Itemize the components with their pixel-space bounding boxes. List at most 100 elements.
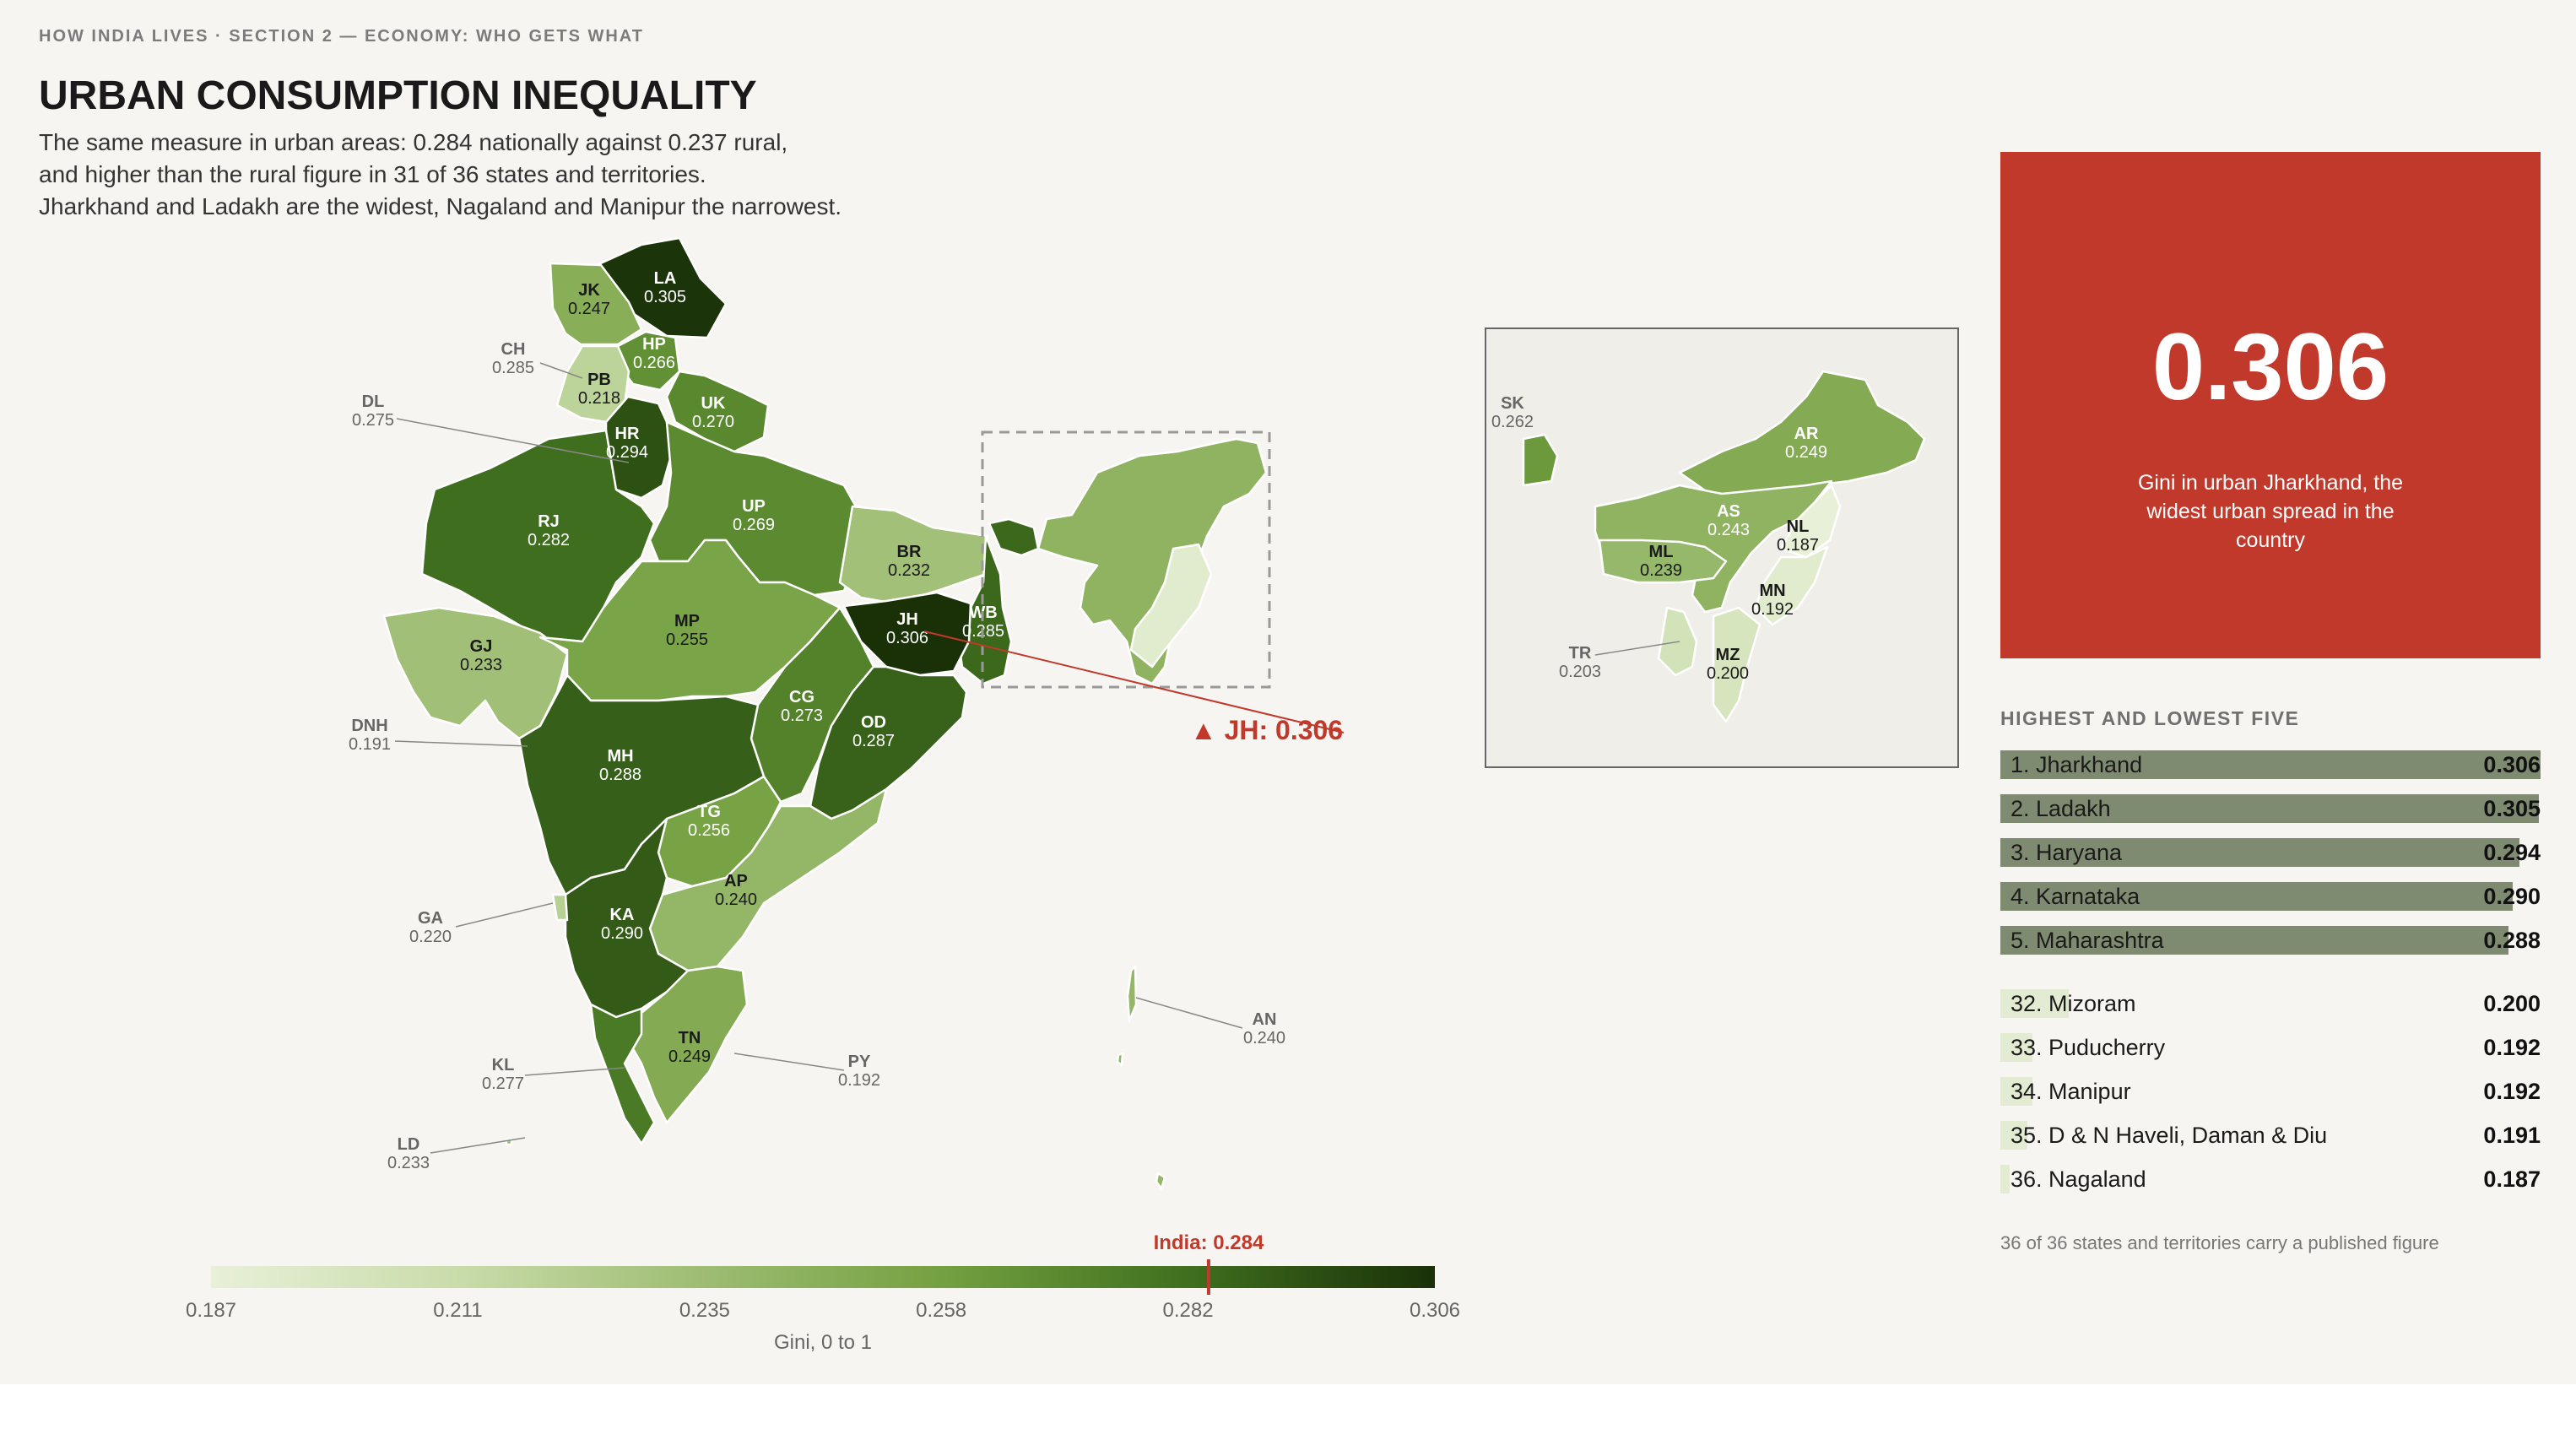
ranking-label: 35. D & N Haveli, Daman & Diu <box>2010 1123 2328 1148</box>
ranking-row: 34. Manipur 0.192 <box>2000 1077 2541 1106</box>
ranking-label: 4. Karnataka <box>2010 884 2140 909</box>
region-jk[interactable] <box>549 262 643 346</box>
ranking-value: 0.191 <box>2483 1123 2541 1148</box>
state-code-ka: KA <box>610 906 635 924</box>
state-value-up: 0.269 <box>733 516 775 534</box>
leader-kl <box>524 1067 625 1076</box>
region-br[interactable] <box>838 505 989 605</box>
region-uk[interactable] <box>665 370 770 453</box>
ranking-label: 3. Haryana <box>2010 840 2123 865</box>
region-an[interactable] <box>1155 1172 1166 1190</box>
ranking-label: 1. Jharkhand <box>2010 752 2143 777</box>
legend-tick: 0.235 <box>679 1299 730 1322</box>
ranking-value: 0.290 <box>2483 884 2541 909</box>
state-value-rj: 0.282 <box>528 531 570 549</box>
kpi-caption: Gini in urban Jharkhand, the widest urba… <box>2137 471 2404 552</box>
state-code-jk: JK <box>578 281 600 300</box>
leader-an <box>1135 997 1243 1029</box>
subtitle-line: and higher than the rural figure in 31 o… <box>39 161 706 187</box>
state-value-hr: 0.294 <box>606 443 648 462</box>
ranking-row: 33. Puducherry 0.192 <box>2000 1033 2541 1062</box>
leader-dnh <box>394 740 528 747</box>
ranking-label: 36. Nagaland <box>2010 1166 2146 1192</box>
state-code-ga: GA <box>418 909 443 928</box>
region-as[interactable] <box>1036 437 1268 685</box>
legend-tick: 0.187 <box>186 1299 236 1322</box>
region-wb[interactable] <box>988 517 1040 557</box>
state-code-br: BR <box>897 543 922 561</box>
state-code-pb: PB <box>587 371 611 389</box>
ranking-bar <box>2000 838 2519 867</box>
ranking-row: 36. Nagaland 0.187 <box>2000 1165 2541 1193</box>
ranking-label: 33. Puducherry <box>2010 1035 2166 1060</box>
inset-value-ml: 0.239 <box>1640 561 1682 580</box>
legend-tick: 0.258 <box>916 1299 966 1322</box>
state-value-kl: 0.277 <box>482 1074 524 1093</box>
region-an[interactable] <box>1116 1052 1124 1067</box>
state-regions <box>382 236 1268 1190</box>
kpi-card: 0.306 Gini in urban Jharkhand, the wides… <box>2000 152 2541 658</box>
state-value-cg: 0.273 <box>781 706 823 725</box>
state-code-dl: DL <box>362 392 385 411</box>
region-jh[interactable] <box>842 591 972 677</box>
ranking-bar <box>2000 1033 2032 1062</box>
ranking-value: 0.288 <box>2483 928 2541 953</box>
region-an[interactable] <box>1126 965 1138 1023</box>
inset-region-sk[interactable] <box>1522 433 1559 487</box>
region-kl[interactable] <box>589 1003 656 1145</box>
ranking-row: 4. Karnataka 0.290 <box>2000 882 2541 911</box>
leader-ch <box>539 362 583 379</box>
state-value-ga: 0.220 <box>409 928 452 946</box>
region-rj[interactable] <box>420 429 656 643</box>
state-value-ch: 0.285 <box>492 359 534 377</box>
state-value-tn: 0.249 <box>668 1047 711 1066</box>
subtitle-line: The same measure in urban areas: 0.284 n… <box>39 129 788 155</box>
region-od[interactable] <box>809 665 968 820</box>
legend-ticks: 0.187 0.211 0.235 0.258 0.282 0.306 <box>186 1299 1460 1322</box>
ranking-value: 0.294 <box>2483 840 2541 865</box>
state-value-ka: 0.290 <box>601 924 643 943</box>
legend-tick: 0.306 <box>1410 1299 1460 1322</box>
leader-ga <box>455 902 554 928</box>
state-code-od: OD <box>861 713 886 732</box>
state-code-tg: TG <box>697 803 721 821</box>
state-code-ch: CH <box>501 340 526 359</box>
inset-value-mn: 0.192 <box>1751 600 1794 619</box>
kpi-value: 0.306 <box>2151 314 2389 419</box>
subtitle: The same measure in urban areas: 0.284 n… <box>39 127 967 223</box>
ranking-label: 32. Mizoram <box>2010 991 2136 1016</box>
callout-label: ▲ JH: 0.306 <box>1190 715 1343 745</box>
state-value-jk: 0.247 <box>568 300 610 318</box>
ranking-bar <box>2000 1121 2028 1150</box>
inset-extent-box <box>981 430 1271 689</box>
state-code-uk: UK <box>701 394 726 413</box>
inset-value-tr: 0.203 <box>1559 663 1601 681</box>
ranking-row: 32. Mizoram 0.200 <box>2000 989 2541 1018</box>
region-ga[interactable] <box>551 893 569 922</box>
leader-dl <box>396 418 630 463</box>
ranking-label: 2. Ladakh <box>2010 796 2111 821</box>
inset-region-ml[interactable] <box>1598 539 1728 584</box>
state-value-la: 0.305 <box>644 288 686 306</box>
inset-region-nl[interactable] <box>1779 484 1842 559</box>
region-mn[interactable] <box>1129 543 1213 668</box>
state-code-py: PY <box>848 1053 871 1071</box>
state-code-hp: HP <box>642 335 666 354</box>
legend-gradient-bar <box>211 1266 1435 1288</box>
ranking-label: 34. Manipur <box>2010 1079 2131 1104</box>
color-legend: 0.187 0.211 0.235 0.258 0.282 0.306 India: 0.… <box>186 1231 1460 1354</box>
inset-code-sk: SK <box>1501 394 1524 413</box>
ranking-value: 0.187 <box>2483 1166 2541 1192</box>
inset-region-mn[interactable] <box>1754 545 1829 626</box>
state-code-la: LA <box>654 269 677 288</box>
state-code-jh: JH <box>896 610 918 629</box>
ranking-label: 5. Maharashtra <box>2010 928 2164 953</box>
ranking-row: 3. Haryana 0.294 <box>2000 838 2541 867</box>
inset-region-mz[interactable] <box>1712 606 1762 723</box>
leader-tr <box>1594 641 1680 656</box>
state-value-br: 0.232 <box>888 561 930 580</box>
state-code-rj: RJ <box>538 512 560 531</box>
ranking-bar <box>2000 750 2541 779</box>
region-ka[interactable] <box>564 817 690 1019</box>
